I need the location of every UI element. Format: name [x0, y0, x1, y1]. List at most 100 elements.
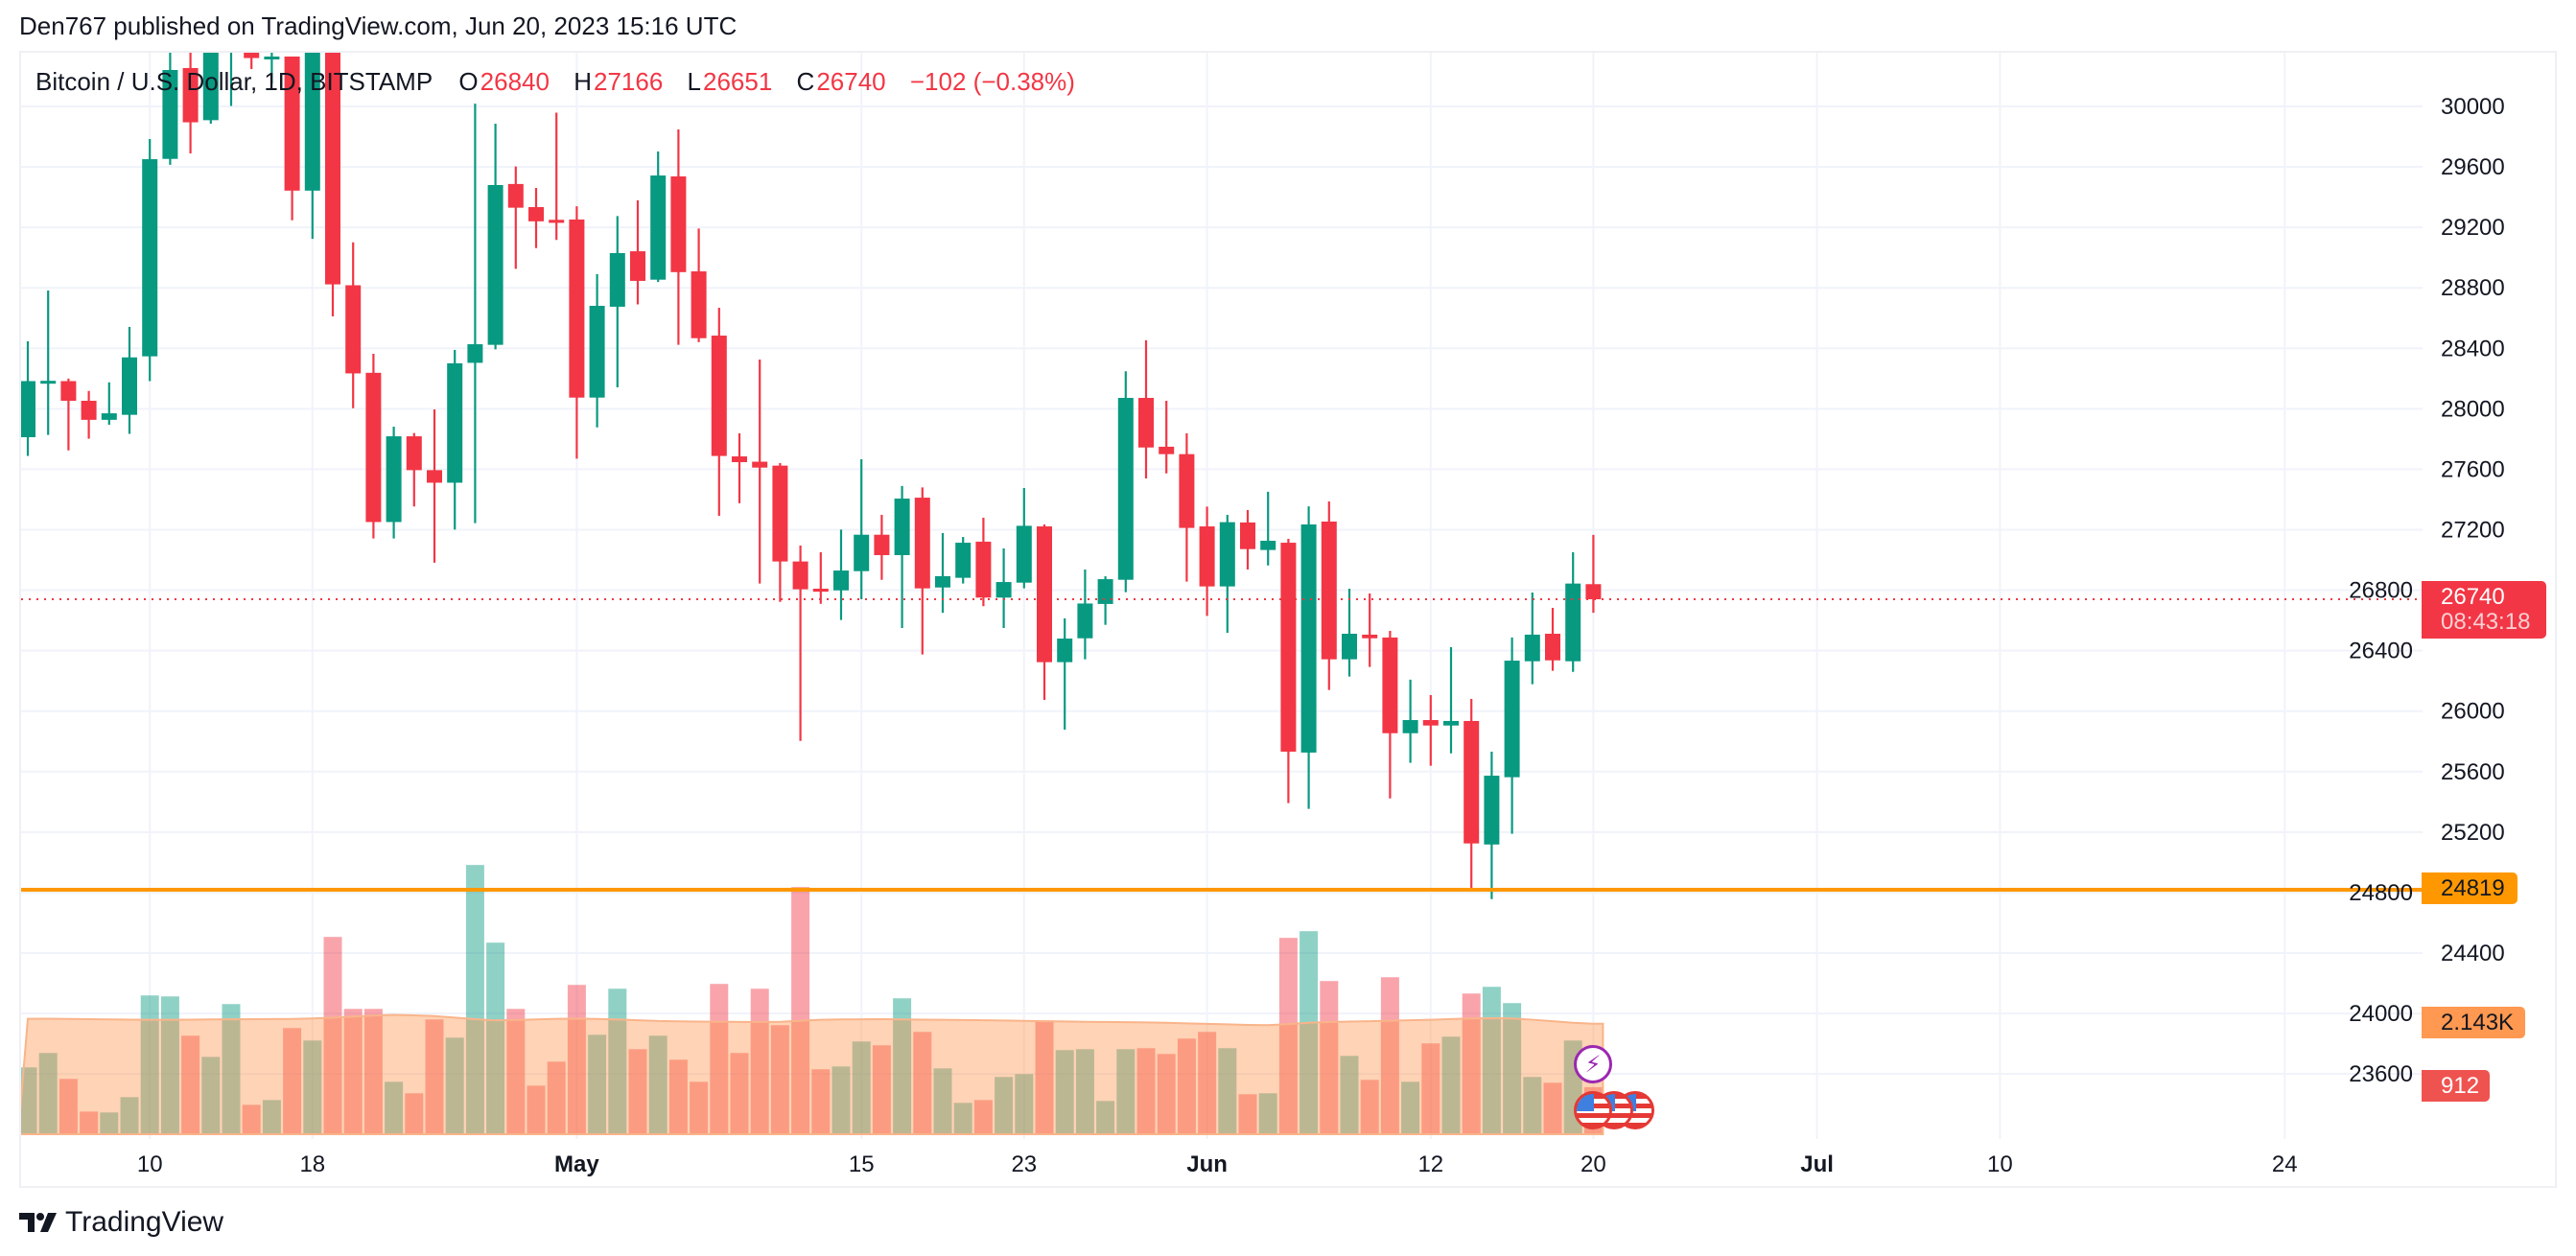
- volume-bar: [1340, 1056, 1359, 1134]
- candle-up[interactable]: [854, 459, 870, 600]
- candle-up[interactable]: [1402, 679, 1418, 763]
- candle-down[interactable]: [60, 378, 77, 451]
- candle-down[interactable]: [345, 242, 362, 408]
- candle-up[interactable]: [833, 529, 849, 620]
- candle-up[interactable]: [447, 350, 463, 530]
- candle-down[interactable]: [427, 408, 442, 563]
- candle-up[interactable]: [101, 382, 117, 426]
- candle-down[interactable]: [1138, 339, 1154, 479]
- lightning-icon[interactable]: ⚡: [1574, 1045, 1612, 1083]
- candle-up[interactable]: [20, 341, 35, 456]
- us-flag-icon[interactable]: [1574, 1091, 1612, 1129]
- candle-down[interactable]: [325, 44, 340, 317]
- candle-down[interactable]: [711, 308, 727, 516]
- tradingview-logo[interactable]: TradingView: [19, 1206, 223, 1239]
- candle-up[interactable]: [467, 104, 483, 523]
- volume-bar: [1055, 1050, 1074, 1134]
- candle-down[interactable]: [1464, 698, 1480, 889]
- candle-down[interactable]: [507, 166, 524, 269]
- candle-down[interactable]: [630, 199, 645, 305]
- price-tick-label: 30000: [2441, 94, 2505, 120]
- candle-down[interactable]: [874, 515, 890, 580]
- candle-down[interactable]: [1240, 510, 1255, 570]
- price-tick-label: 28400: [2441, 336, 2505, 361]
- candle-up[interactable]: [223, 0, 239, 106]
- candle-up[interactable]: [1219, 515, 1235, 634]
- candle-up[interactable]: [894, 485, 910, 628]
- candle-up[interactable]: [1484, 751, 1500, 899]
- candle-down[interactable]: [182, 31, 199, 154]
- candle-up[interactable]: [1300, 506, 1317, 809]
- overlay-lines: [21, 598, 2423, 892]
- candle-down[interactable]: [1179, 433, 1195, 582]
- candle-down[interactable]: [914, 487, 930, 655]
- candle-up[interactable]: [1443, 647, 1459, 754]
- candle-up[interactable]: [162, 22, 178, 165]
- candle-up[interactable]: [1260, 491, 1276, 566]
- candle-down[interactable]: [1362, 593, 1378, 667]
- time-axis[interactable]: 10 18 May 15 23 Jun 12 20 Jul 10 24: [137, 1151, 2298, 1177]
- candle-up[interactable]: [1077, 569, 1093, 660]
- candle-up[interactable]: [142, 139, 158, 382]
- candle-down[interactable]: [1159, 401, 1175, 474]
- candle-up[interactable]: [1565, 551, 1581, 672]
- candle-down[interactable]: [1280, 538, 1297, 803]
- candle-down[interactable]: [975, 518, 992, 607]
- grid-lines: [21, 53, 2423, 1139]
- candle-down[interactable]: [1422, 695, 1439, 766]
- candle-up[interactable]: [264, 23, 280, 84]
- price-axis[interactable]: 30000 29600 29200 28800 28400 28000 27600 27200…: [2349, 94, 2505, 1087]
- candle-down[interactable]: [1321, 501, 1337, 690]
- candle-down[interactable]: [1382, 630, 1398, 799]
- candle-down[interactable]: [244, 12, 260, 70]
- candle-body: [1565, 583, 1581, 662]
- candle-down[interactable]: [1585, 534, 1602, 614]
- candle-up[interactable]: [1016, 487, 1032, 589]
- volume-bar: [303, 1040, 322, 1134]
- candle-up[interactable]: [304, 34, 320, 240]
- candle-up[interactable]: [1524, 592, 1540, 685]
- candle-up[interactable]: [955, 537, 972, 584]
- candle-down[interactable]: [569, 206, 585, 459]
- candle-down[interactable]: [1037, 523, 1052, 701]
- candle-down[interactable]: [284, 56, 300, 221]
- candle-down[interactable]: [1545, 608, 1560, 671]
- candle-body: [711, 336, 727, 456]
- candle-down[interactable]: [812, 551, 829, 604]
- candle-up[interactable]: [487, 123, 503, 350]
- candle-up[interactable]: [122, 327, 137, 434]
- candle-body: [630, 251, 645, 281]
- candle-down[interactable]: [1199, 506, 1215, 616]
- volume-ma-label: 2.143K: [2422, 1007, 2525, 1038]
- candle-down[interactable]: [81, 390, 97, 439]
- candle-up[interactable]: [202, 12, 219, 124]
- candle-down[interactable]: [528, 187, 544, 248]
- candle-down[interactable]: [732, 432, 747, 503]
- candle-down[interactable]: [792, 546, 808, 741]
- candle-up[interactable]: [386, 426, 402, 539]
- candle-up[interactable]: [1117, 371, 1134, 593]
- candle-down[interactable]: [406, 432, 422, 507]
- candle-down[interactable]: [549, 112, 565, 241]
- volume-bar: [668, 1059, 688, 1134]
- candle-down[interactable]: [752, 359, 768, 584]
- candle-up[interactable]: [609, 216, 625, 387]
- candle-up[interactable]: [40, 291, 57, 435]
- symbol-title[interactable]: Bitcoin / U.S. Dollar, 1D, BITSTAMP: [35, 67, 433, 96]
- candle-up[interactable]: [1097, 576, 1113, 625]
- candle-up[interactable]: [1342, 588, 1357, 677]
- horizontal-line-label: 24819: [2422, 872, 2517, 904]
- candle-down[interactable]: [365, 353, 382, 539]
- candle-down[interactable]: [670, 128, 687, 345]
- candle-down[interactable]: [772, 462, 788, 602]
- candle-body: [772, 465, 788, 562]
- candle-up[interactable]: [650, 151, 667, 283]
- candle-up[interactable]: [1504, 637, 1520, 834]
- candle-up[interactable]: [589, 273, 605, 428]
- candle-body: [854, 534, 870, 571]
- candle-up[interactable]: [935, 532, 950, 614]
- candle-up[interactable]: [1057, 618, 1073, 730]
- candle-up[interactable]: [995, 548, 1012, 628]
- candle-down[interactable]: [691, 228, 707, 342]
